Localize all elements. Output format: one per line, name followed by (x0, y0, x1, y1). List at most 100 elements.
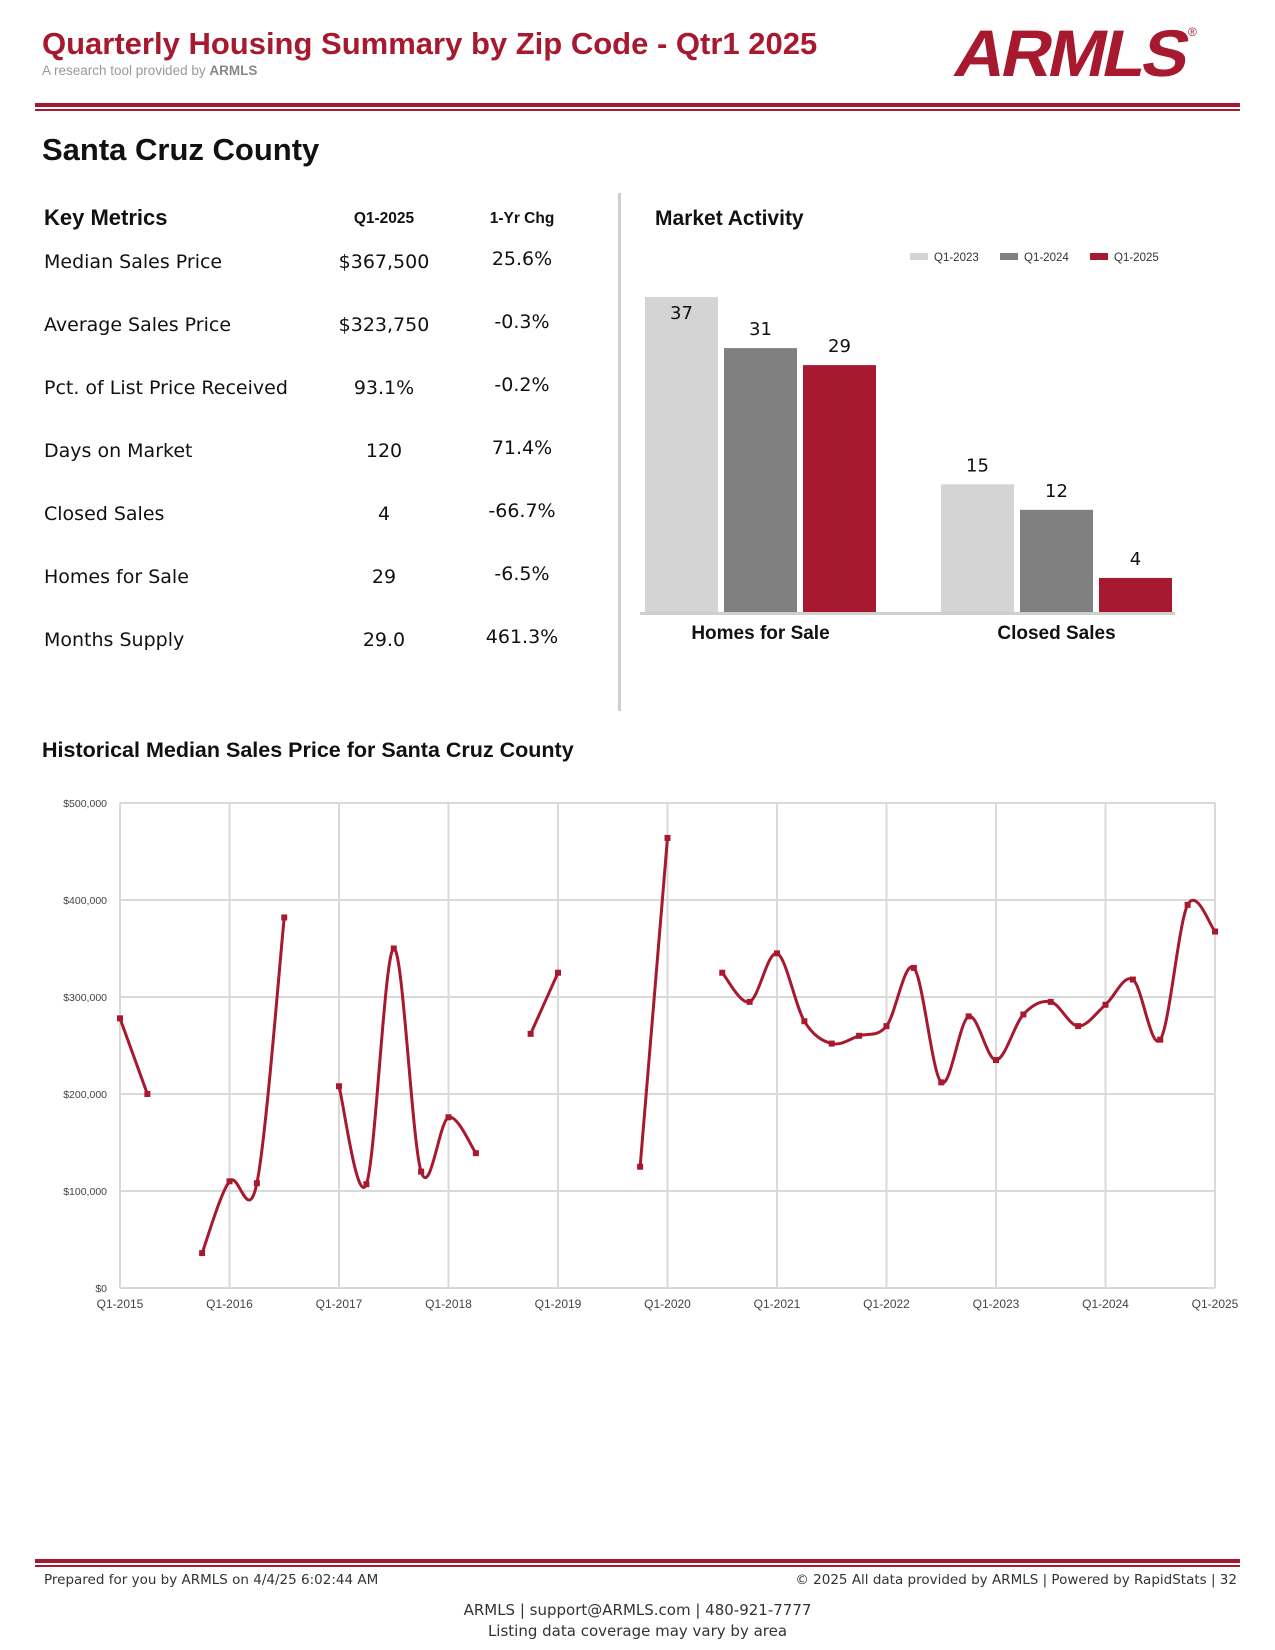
metric-label: Median Sales Price (44, 251, 223, 273)
metric-label: Months Supply (44, 629, 185, 651)
data-point-marker (1102, 1001, 1109, 1008)
footer-contact: ARMLS | support@ARMLS.com | 480-921-7777 (463, 1601, 812, 1619)
data-point-marker (1212, 928, 1218, 935)
bar-data-label: 37 (670, 303, 693, 324)
x-tick-label: Q1-2016 (206, 1297, 253, 1311)
metric-label: Days on Market (44, 440, 193, 462)
market-activity-chart: Q1-2023 Q1-2024 Q1-2025 37 31 29 Homes for Sal… (640, 252, 1175, 644)
data-point-marker (390, 945, 397, 952)
price-line-segment (337, 946, 478, 1189)
metric-value: 29 (371, 566, 397, 588)
data-point-marker (774, 950, 780, 957)
subtitle-brand: ARMLS (209, 63, 258, 78)
data-point-marker (1184, 901, 1191, 908)
data-point-marker (1047, 998, 1054, 1005)
bar-data-label: 29 (828, 336, 851, 357)
bar-data-label: 12 (1045, 481, 1068, 502)
data-point-marker (801, 1018, 808, 1025)
metric-change: -6.5% (494, 563, 550, 585)
data-point-marker (746, 998, 753, 1005)
data-point-marker (910, 964, 917, 971)
bar-data-label: 31 (749, 319, 772, 340)
header-rule-thin (35, 109, 1240, 111)
metric-value: $367,500 (338, 251, 430, 273)
price-line-segment (118, 1017, 149, 1095)
x-tick-label: Q1-2018 (425, 1297, 472, 1311)
data-point-marker (555, 969, 561, 976)
footer-prepared: Prepared for you by ARMLS on 4/4/25 6:02… (44, 1572, 379, 1588)
data-point-marker (1020, 1011, 1027, 1018)
footer-copyright: © 2025 All data provided by ARMLS | Powe… (795, 1572, 1237, 1588)
x-tick-label: Q1-2021 (754, 1297, 801, 1311)
data-point-marker (993, 1057, 999, 1064)
y-tick-label: $0 (95, 1283, 107, 1295)
footer-rule-thin (35, 1565, 1240, 1567)
logo-registered-mark: ® (1188, 25, 1197, 39)
metric-label: Closed Sales (44, 503, 165, 525)
bar-data-label: 15 (966, 455, 989, 476)
category-label: Closed Sales (997, 623, 1115, 644)
price-line-segment (721, 898, 1217, 1085)
x-tick-label: Q1-2022 (863, 1297, 910, 1311)
data-point-marker (472, 1150, 479, 1157)
bar (1099, 577, 1172, 612)
data-point-marker (363, 1181, 370, 1188)
data-point-marker (199, 1250, 206, 1257)
data-point-marker (1157, 1036, 1164, 1043)
data-point-marker (828, 1040, 835, 1047)
data-point-marker (144, 1091, 151, 1097)
bar (645, 297, 718, 612)
metric-change: -0.3% (494, 311, 550, 333)
data-point-marker (253, 1180, 260, 1187)
metric-change: -66.7% (488, 500, 556, 522)
x-tick-label: Q1-2024 (1082, 1297, 1129, 1311)
report-subtitle: A research tool provided by ARMLS (42, 63, 257, 78)
data-point-marker (281, 914, 288, 921)
bar (724, 348, 797, 612)
x-tick-label: Q1-2017 (316, 1297, 363, 1311)
data-point-marker (883, 1023, 890, 1030)
col-head-current: Q1-2025 (353, 210, 415, 227)
y-tick-label: $200,000 (63, 1089, 107, 1101)
y-tick-label: $400,000 (63, 895, 107, 907)
data-point-marker (664, 834, 671, 841)
price-line-segment (200, 917, 286, 1254)
metric-label: Pct. of List Price Received (44, 377, 288, 399)
metric-value: 93.1% (353, 377, 415, 399)
metric-value: $323,750 (338, 314, 430, 336)
historical-price-chart: $0 $100,000 $200,000 $300,000 $400,000 $500,0… (63, 798, 1239, 1311)
data-point-marker (1075, 1023, 1082, 1030)
legend-label: Q1-2023 (934, 252, 979, 264)
bar (803, 365, 876, 612)
legend-swatch (910, 253, 928, 260)
armls-logo: ARMLS ® (950, 18, 1197, 88)
data-point-marker (938, 1079, 945, 1086)
metric-value: 29.0 (362, 629, 406, 651)
legend-label: Q1-2025 (1114, 252, 1159, 264)
x-tick-label: Q1-2015 (97, 1297, 144, 1311)
y-tick-label: $300,000 (63, 992, 107, 1004)
metric-change: 71.4% (491, 437, 553, 459)
y-tick-label: $100,000 (63, 1186, 107, 1198)
data-point-marker (418, 1168, 425, 1175)
data-point-marker (226, 1178, 233, 1185)
data-point-marker (856, 1032, 863, 1039)
footer-coverage: Listing data coverage may vary by area (487, 1622, 788, 1640)
bar (1020, 509, 1093, 612)
data-point-marker (965, 1013, 972, 1020)
market-activity-title: Market Activity (655, 207, 804, 230)
price-line-segment (529, 972, 560, 1035)
logo-text: ARMLS (950, 18, 1195, 88)
data-point-marker (117, 1015, 123, 1022)
key-metrics-heading: Key Metrics (44, 205, 168, 230)
metric-value: 4 (377, 503, 391, 525)
data-point-marker (1129, 976, 1136, 983)
x-tick-label: Q1-2025 (1192, 1297, 1239, 1311)
col-head-change: 1-Yr Chg (489, 210, 555, 227)
category-label: Homes for Sale (691, 623, 829, 644)
x-tick-label: Q1-2020 (644, 1297, 691, 1311)
legend-swatch (1000, 253, 1018, 260)
data-point-marker (719, 969, 726, 976)
bar-data-label: 4 (1130, 549, 1141, 570)
county-title: Santa Cruz County (42, 132, 320, 167)
